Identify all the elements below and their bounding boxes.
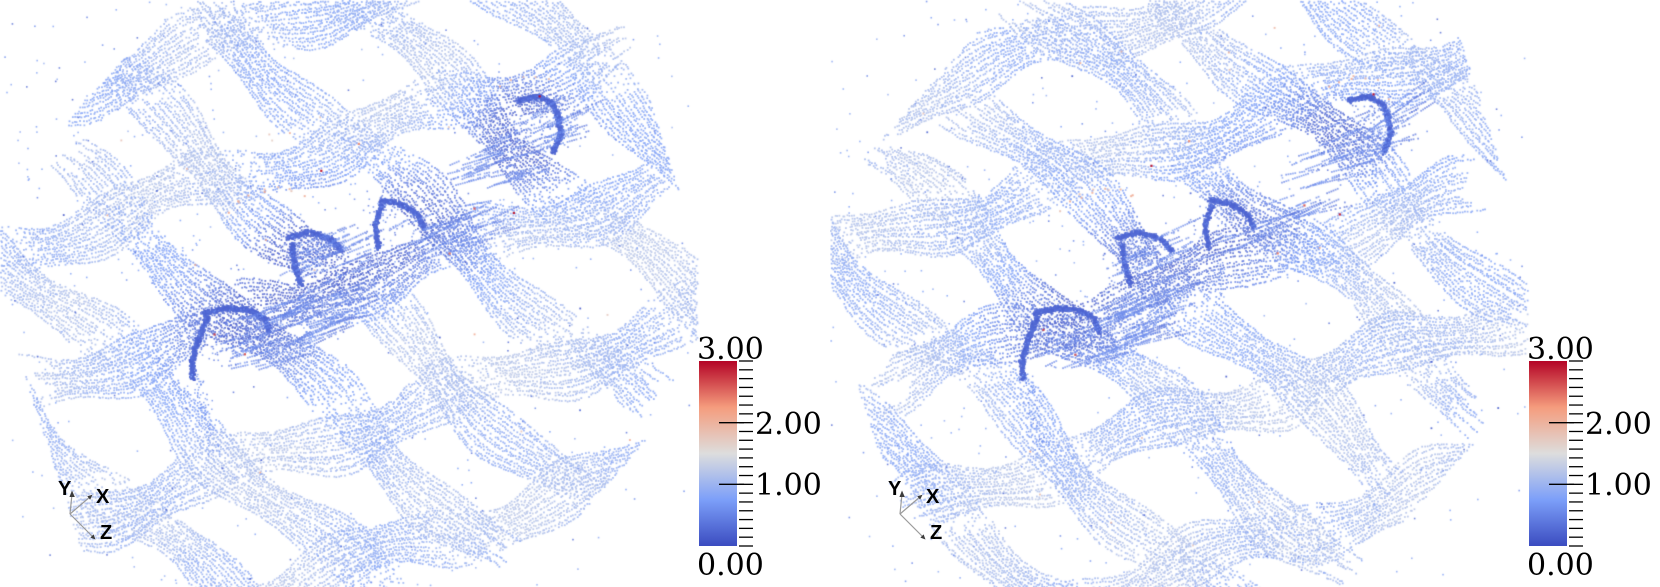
z-axis-label: Z	[930, 522, 942, 544]
z-axis-line	[69, 513, 95, 539]
render-view-right: Y X Z 3.00 2.00 1.00 0.00	[830, 0, 1660, 587]
x-axis-line	[69, 495, 92, 515]
render-view-left: Y X Z 3.00 2.00 1.00 0.00	[0, 0, 830, 587]
y-axis-arrow-icon	[899, 490, 905, 497]
orientation-axes-widget: Y X Z	[58, 478, 112, 544]
z-axis-arrow-icon	[90, 534, 96, 540]
y-axis-label: Y	[58, 478, 72, 500]
point-cloud-canvas-left	[0, 0, 830, 587]
x-axis-label: X	[96, 486, 110, 508]
z-axis-label: Z	[100, 522, 112, 544]
x-axis-label: X	[926, 486, 940, 508]
x-axis-line	[899, 495, 922, 515]
y-axis-label: Y	[888, 478, 902, 500]
z-axis-line	[899, 513, 925, 539]
z-axis-arrow-icon	[920, 534, 926, 540]
orientation-axes-widget: Y X Z	[888, 478, 942, 544]
x-axis-arrow-icon	[87, 494, 93, 500]
point-cloud-canvas-right	[830, 0, 1660, 587]
y-axis-arrow-icon	[69, 490, 75, 497]
y-axis-line	[69, 493, 73, 515]
x-axis-arrow-icon	[917, 494, 923, 500]
y-axis-line	[899, 493, 903, 515]
